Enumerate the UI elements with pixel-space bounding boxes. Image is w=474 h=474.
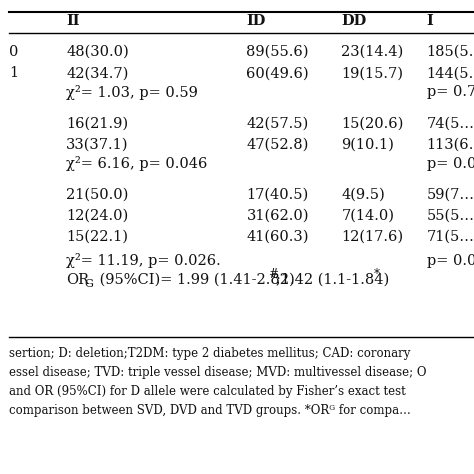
Text: p= 0.7…: p= 0.7… bbox=[427, 85, 474, 100]
Text: #: # bbox=[268, 268, 278, 282]
Text: 21(50.0): 21(50.0) bbox=[66, 187, 129, 201]
Text: 185(5…: 185(5… bbox=[427, 45, 474, 59]
Text: 16(21.9): 16(21.9) bbox=[66, 116, 128, 130]
Text: 0: 0 bbox=[9, 45, 19, 59]
Text: 31(62.0): 31(62.0) bbox=[246, 209, 309, 223]
Text: ID: ID bbox=[246, 14, 266, 28]
Text: 60(49.6): 60(49.6) bbox=[246, 66, 309, 81]
Text: 89(55.6): 89(55.6) bbox=[246, 45, 309, 59]
Text: χ²= 6.16, p= 0.046: χ²= 6.16, p= 0.046 bbox=[66, 156, 208, 171]
Text: 12(17.6): 12(17.6) bbox=[341, 230, 403, 244]
Text: 74(5…: 74(5… bbox=[427, 116, 474, 130]
Text: 42(34.7): 42(34.7) bbox=[66, 66, 129, 81]
Text: OR: OR bbox=[66, 273, 90, 287]
Text: 1: 1 bbox=[9, 66, 18, 81]
Text: 48(30.0): 48(30.0) bbox=[66, 45, 129, 59]
Text: essel disease; TVD: triple vessel disease; MVD: multivessel disease; O: essel disease; TVD: triple vessel diseas… bbox=[9, 365, 427, 379]
Text: 12(24.0): 12(24.0) bbox=[66, 209, 128, 223]
Text: I: I bbox=[427, 14, 433, 28]
Text: ;1.42 (1.1-1.84): ;1.42 (1.1-1.84) bbox=[276, 273, 390, 287]
Text: p= 0.0…: p= 0.0… bbox=[427, 254, 474, 268]
Text: χ²= 11.19, p= 0.026.: χ²= 11.19, p= 0.026. bbox=[66, 253, 221, 268]
Text: 23(14.4): 23(14.4) bbox=[341, 45, 403, 59]
Text: II: II bbox=[66, 14, 80, 28]
Text: 71(5…: 71(5… bbox=[427, 230, 474, 244]
Text: 144(5…: 144(5… bbox=[427, 66, 474, 81]
Text: χ²= 1.03, p= 0.59: χ²= 1.03, p= 0.59 bbox=[66, 85, 198, 100]
Text: *: * bbox=[374, 268, 380, 282]
Text: 19(15.7): 19(15.7) bbox=[341, 66, 403, 81]
Text: 42(57.5): 42(57.5) bbox=[246, 116, 309, 130]
Text: and OR (95%CI) for D allele were calculated by Fisher’s exact test: and OR (95%CI) for D allele were calcula… bbox=[9, 384, 406, 398]
Text: 55(5…: 55(5… bbox=[427, 209, 474, 223]
Text: sertion; D: deletion;T2DM: type 2 diabetes mellitus; CAD: coronary: sertion; D: deletion;T2DM: type 2 diabet… bbox=[9, 346, 411, 360]
Text: 9(10.1): 9(10.1) bbox=[341, 137, 394, 152]
Text: comparison between SVD, DVD and TVD groups. *ORᴳ for compa…: comparison between SVD, DVD and TVD grou… bbox=[9, 403, 411, 417]
Text: 33(37.1): 33(37.1) bbox=[66, 137, 129, 152]
Text: 41(60.3): 41(60.3) bbox=[246, 230, 309, 244]
Text: DD: DD bbox=[341, 14, 366, 28]
Text: 7(14.0): 7(14.0) bbox=[341, 209, 394, 223]
Text: 47(52.8): 47(52.8) bbox=[246, 137, 309, 152]
Text: 113(6…: 113(6… bbox=[427, 137, 474, 152]
Text: G: G bbox=[84, 279, 93, 290]
Text: p= 0.0…: p= 0.0… bbox=[427, 156, 474, 171]
Text: 59(7…: 59(7… bbox=[427, 187, 474, 201]
Text: 4(9.5): 4(9.5) bbox=[341, 187, 385, 201]
Text: 15(20.6): 15(20.6) bbox=[341, 116, 404, 130]
Text: 15(22.1): 15(22.1) bbox=[66, 230, 128, 244]
Text: (95%CI)= 1.99 (1.41-2.82): (95%CI)= 1.99 (1.41-2.82) bbox=[95, 273, 294, 287]
Text: 17(40.5): 17(40.5) bbox=[246, 187, 309, 201]
